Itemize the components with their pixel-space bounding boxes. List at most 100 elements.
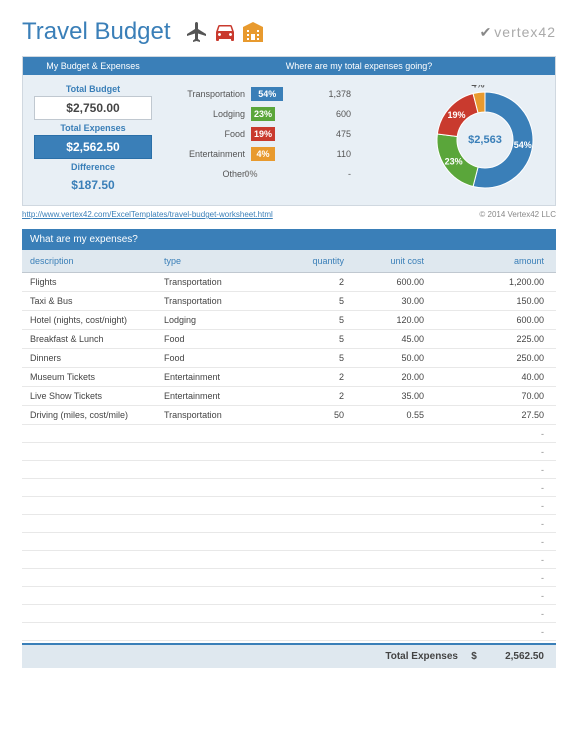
- total-budget-label: Total Budget: [29, 81, 157, 96]
- cell-description[interactable]: Live Show Tickets: [26, 391, 164, 401]
- breakdown-value: 600: [311, 109, 351, 119]
- table-row[interactable]: Hotel (nights, cost/night)Lodging5120.00…: [22, 311, 556, 330]
- table-row[interactable]: Museum TicketsEntertainment220.0040.00: [22, 368, 556, 387]
- table-row-empty[interactable]: -: [22, 623, 556, 641]
- table-row-empty[interactable]: -: [22, 497, 556, 515]
- check-icon: ✔: [480, 24, 493, 41]
- difference-value: $187.50: [34, 174, 152, 196]
- cell-description[interactable]: Taxi & Bus: [26, 296, 164, 306]
- table-row-empty[interactable]: -: [22, 515, 556, 533]
- table-row-empty[interactable]: -: [22, 587, 556, 605]
- cell-description[interactable]: Flights: [26, 277, 164, 287]
- cell-quantity[interactable]: 5: [274, 315, 344, 325]
- table-row[interactable]: DinnersFood550.00250.00: [22, 349, 556, 368]
- col-unit-cost: unit cost: [344, 256, 424, 266]
- cell-type[interactable]: Entertainment: [164, 391, 274, 401]
- cell-cost[interactable]: 30.00: [344, 296, 424, 306]
- where-content: Transportation54%1,378Lodging23%600Food1…: [163, 75, 555, 205]
- cell-cost[interactable]: 120.00: [344, 315, 424, 325]
- cell-quantity[interactable]: 2: [274, 372, 344, 382]
- cell-description[interactable]: Museum Tickets: [26, 372, 164, 382]
- donut-slice-label: 23%: [445, 156, 463, 166]
- cell-description[interactable]: Dinners: [26, 353, 164, 363]
- cell-type[interactable]: Entertainment: [164, 372, 274, 382]
- cell-amount-empty: -: [424, 501, 552, 510]
- cell-cost[interactable]: 0.55: [344, 410, 424, 420]
- building-icon: [241, 20, 265, 44]
- cell-quantity[interactable]: 5: [274, 334, 344, 344]
- expenses-table-body: FlightsTransportation2600.001,200.00Taxi…: [22, 273, 556, 641]
- table-row-empty[interactable]: -: [22, 551, 556, 569]
- vertex-logo: ✔ vertex42: [480, 24, 556, 41]
- cell-quantity[interactable]: 2: [274, 391, 344, 401]
- breakdown-bar-wrap: 23%: [251, 107, 311, 121]
- cell-description[interactable]: Breakfast & Lunch: [26, 334, 164, 344]
- table-row[interactable]: Driving (miles, cost/mile)Transportation…: [22, 406, 556, 425]
- total-expenses-label: Total Expenses: [29, 120, 157, 135]
- table-row-empty[interactable]: -: [22, 605, 556, 623]
- breakdown-bar-wrap: 4%: [251, 147, 311, 161]
- cell-quantity[interactable]: 5: [274, 296, 344, 306]
- cell-type[interactable]: Food: [164, 334, 274, 344]
- breakdown-row: Lodging23% 600: [173, 105, 409, 123]
- cell-quantity[interactable]: 2: [274, 277, 344, 287]
- cell-amount: 27.50: [424, 410, 552, 420]
- cell-amount: 250.00: [424, 353, 552, 363]
- col-amount: amount: [424, 256, 552, 266]
- plane-icon: [185, 20, 209, 44]
- cell-quantity[interactable]: 50: [274, 410, 344, 420]
- breakdown-label: Lodging: [173, 109, 251, 119]
- breakdown-row: Food19%475: [173, 125, 409, 143]
- table-row-empty[interactable]: -: [22, 461, 556, 479]
- template-link[interactable]: http://www.vertex42.com/ExcelTemplates/t…: [22, 210, 273, 219]
- budget-box: Total Budget $2,750.00 Total Expenses $2…: [23, 75, 163, 202]
- header-left: Travel Budget: [22, 18, 265, 46]
- where-column: Where are my total expenses going? Trans…: [163, 57, 555, 205]
- cell-description[interactable]: Driving (miles, cost/mile): [26, 410, 164, 420]
- summary-panel: My Budget & Expenses Total Budget $2,750…: [22, 56, 556, 206]
- cell-type[interactable]: Transportation: [164, 296, 274, 306]
- breakdown-row: Transportation54%1,378: [173, 85, 409, 103]
- cell-amount: 40.00: [424, 372, 552, 382]
- cell-type[interactable]: Transportation: [164, 277, 274, 287]
- donut-chart: 54%23%19%4% $2,563: [425, 85, 545, 195]
- cell-type[interactable]: Transportation: [164, 410, 274, 420]
- cell-amount: 150.00: [424, 296, 552, 306]
- cell-cost[interactable]: 20.00: [344, 372, 424, 382]
- cell-description[interactable]: Hotel (nights, cost/night): [26, 315, 164, 325]
- logo-text: vertex42: [494, 24, 556, 40]
- header-icons: [185, 20, 265, 44]
- breakdown-bar-wrap: 0%: [251, 167, 311, 181]
- table-row-empty[interactable]: -: [22, 569, 556, 587]
- cell-cost[interactable]: 50.00: [344, 353, 424, 363]
- total-label: Total Expenses: [26, 651, 466, 662]
- breakdown-label: Entertainment: [173, 149, 251, 159]
- cell-cost[interactable]: 45.00: [344, 334, 424, 344]
- breakdown-label: Transportation: [173, 89, 251, 99]
- cell-type[interactable]: Lodging: [164, 315, 274, 325]
- col-description: description: [26, 256, 164, 266]
- total-budget-value[interactable]: $2,750.00: [34, 96, 152, 120]
- donut-center-value: $2,563: [468, 134, 502, 146]
- cell-amount-empty: -: [424, 429, 552, 438]
- breakdown-bar: 4%: [251, 147, 275, 161]
- cell-cost[interactable]: 600.00: [344, 277, 424, 287]
- cell-quantity[interactable]: 5: [274, 353, 344, 363]
- page-title: Travel Budget: [22, 18, 171, 46]
- table-row[interactable]: FlightsTransportation2600.001,200.00: [22, 273, 556, 292]
- budget-column: My Budget & Expenses Total Budget $2,750…: [23, 57, 163, 205]
- table-row[interactable]: Taxi & BusTransportation530.00150.00: [22, 292, 556, 311]
- breakdown-bar: 23%: [251, 107, 275, 121]
- table-row-empty[interactable]: -: [22, 425, 556, 443]
- difference-label: Difference: [29, 159, 157, 174]
- total-row: Total Expenses $ 2,562.50: [22, 643, 556, 668]
- cell-cost[interactable]: 35.00: [344, 391, 424, 401]
- table-row[interactable]: Live Show TicketsEntertainment235.0070.0…: [22, 387, 556, 406]
- cell-amount: 70.00: [424, 391, 552, 401]
- page-header: Travel Budget ✔ vertex42: [22, 18, 556, 46]
- cell-type[interactable]: Food: [164, 353, 274, 363]
- table-row[interactable]: Breakfast & LunchFood545.00225.00: [22, 330, 556, 349]
- table-row-empty[interactable]: -: [22, 479, 556, 497]
- table-row-empty[interactable]: -: [22, 443, 556, 461]
- table-row-empty[interactable]: -: [22, 533, 556, 551]
